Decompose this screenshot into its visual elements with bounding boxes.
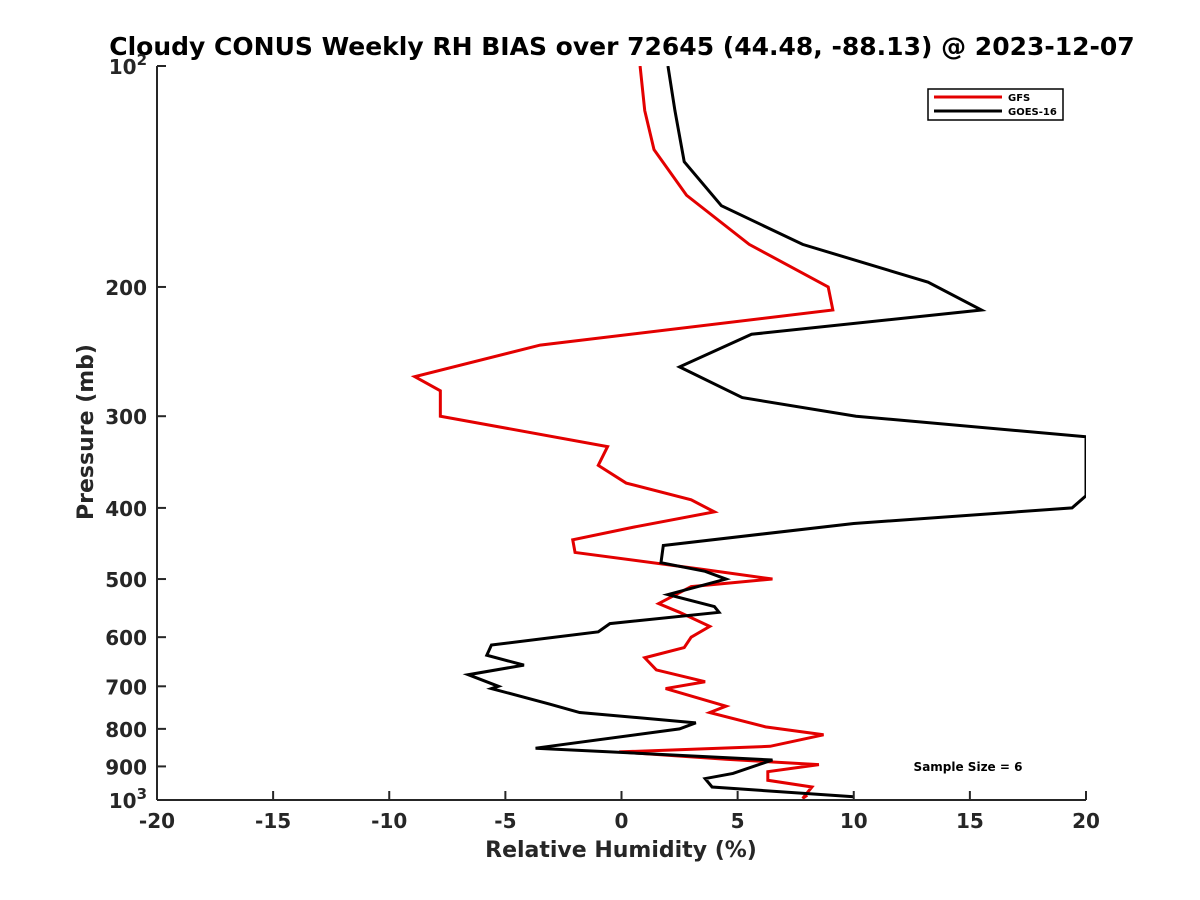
x-tick-label: 20 (1072, 809, 1100, 833)
x-tick-label: -5 (494, 809, 516, 833)
y-tick-label: 600 (105, 626, 147, 650)
y-axis-label: Pressure (mb) (74, 344, 99, 520)
legend-label: GFS (1008, 93, 1030, 104)
series-line-gfs (410, 66, 835, 800)
y-tick-label: 800 (105, 718, 147, 742)
y-tick-label: 900 (105, 755, 147, 779)
x-tick-label: 5 (731, 809, 745, 833)
legend: GFS GOES-16 (927, 88, 1064, 121)
y-tick-label: 102 (109, 51, 147, 79)
sample-size-annotation: Sample Size = 6 (914, 760, 1023, 774)
x-axis-label: Relative Humidity (%) (485, 838, 757, 863)
x-tick-label: 15 (956, 809, 984, 833)
y-tick-label: 200 (105, 276, 147, 300)
legend-box (927, 88, 1064, 121)
axes (156, 66, 1086, 801)
x-tick-label: -10 (371, 809, 407, 833)
x-tick-label: 0 (615, 809, 629, 833)
legend-label: GOES-16 (1008, 107, 1057, 118)
y-tick-label: 400 (105, 497, 147, 521)
plot-area: -20 -15 -10 -5 0 5 10 15 20 102 200 300 400 500 600 700… (105, 51, 1100, 833)
chart-title: Cloudy CONUS Weekly RH BIAS over 72645 (… (109, 32, 1134, 61)
x-tick-label: -20 (139, 809, 175, 833)
y-tick-label: 700 (105, 675, 147, 699)
y-tick-label: 500 (105, 568, 147, 592)
y-tick-label: 103 (109, 785, 147, 813)
x-tick-label: -15 (255, 809, 291, 833)
series-line-goes-16 (462, 66, 1086, 799)
x-tick-label: 10 (840, 809, 868, 833)
y-tick-label: 300 (105, 405, 147, 429)
